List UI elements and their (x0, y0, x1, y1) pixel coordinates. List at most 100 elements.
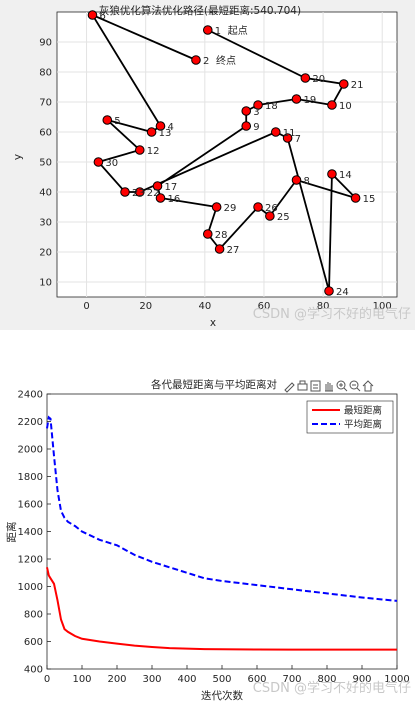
city-point (300, 73, 311, 83)
city-label: 19 (303, 95, 316, 106)
y-tick-label: 1600 (18, 500, 43, 511)
watermark: CSDN @学习不好的电气仔 (252, 307, 411, 322)
y-tick-label: 400 (24, 665, 43, 676)
x-tick-label: 700 (282, 674, 301, 685)
x-tick-label: 0 (44, 674, 50, 685)
zoom-out-icon[interactable] (349, 380, 361, 392)
city-point (327, 169, 337, 179)
city-point (211, 202, 222, 212)
city-point (350, 193, 361, 203)
route-line (90, 13, 357, 292)
datatip-icon[interactable] (310, 380, 321, 392)
city-label: 10 (339, 101, 352, 112)
city-label: 22 (147, 188, 160, 199)
city-label: 18 (265, 101, 278, 112)
city-point (87, 10, 98, 20)
city-label: 23 (132, 188, 145, 199)
city-point (134, 145, 145, 155)
x-tick-label: 800 (317, 674, 336, 685)
x-tick-label: 300 (142, 674, 161, 685)
city-point (120, 187, 130, 197)
city-point (324, 286, 334, 296)
city-label: 28 (215, 230, 228, 241)
axes-toolbar (284, 380, 374, 393)
watermark: CSDN @学习不好的电气仔 (252, 681, 411, 696)
x-tick-label: 1000 (384, 674, 409, 685)
y-tick-label: 90 (39, 38, 52, 49)
city-label: 6 (99, 11, 105, 22)
zoom-in-icon[interactable] (336, 380, 348, 392)
city-label: 14 (339, 170, 352, 181)
route-figure: 0 20 40 60 80 100 10 20 30 40 50 60 70 80 90 灰狼优化算法优化路径… (0, 0, 415, 330)
pen-icon[interactable] (284, 382, 295, 393)
city-point (155, 193, 166, 203)
city-point (214, 244, 225, 254)
y-tick-label: 1800 (18, 472, 43, 483)
x-tick-label: 600 (247, 674, 266, 685)
city-point (102, 115, 113, 125)
city-label: 1 (215, 26, 221, 37)
city-label: 20 (312, 74, 325, 85)
city-point (155, 121, 166, 131)
route-chart: 0 20 40 60 80 100 10 20 30 40 50 60 70 80 90 灰狼优化算法优化路径… (12, 4, 398, 329)
city-label: 13 (159, 128, 172, 139)
x-axis-label: x (210, 317, 216, 329)
legend-label: 最短距离 (344, 405, 382, 417)
convergence-figure: 0 100 200 300 400 500 600 700 800 900 1000 400 600 80… (0, 372, 415, 705)
plot-area (46, 393, 398, 670)
city-point (253, 202, 263, 212)
city-note: 终点 (216, 54, 236, 67)
convergence-chart: 0 100 200 300 400 500 600 700 800 900 1000 400 600 80… (5, 378, 410, 702)
pan-icon[interactable] (325, 382, 333, 392)
city-label: 11 (283, 128, 296, 139)
city-label: 27 (227, 245, 240, 256)
x-tick-label: 100 (373, 301, 392, 312)
x-tick-label: 80 (317, 301, 330, 312)
city-point (202, 25, 213, 35)
city-label: 21 (351, 80, 364, 91)
x-axis-label: 迭代次数 (201, 689, 243, 702)
y-tick-label: 2000 (18, 445, 43, 456)
city-note: 起点 (228, 25, 248, 37)
city-label: 24 (336, 287, 349, 298)
city-label: 26 (265, 203, 278, 214)
print-icon[interactable] (297, 380, 308, 391)
series-line-2 (46, 415, 398, 602)
city-point (93, 157, 104, 167)
city-point (338, 79, 349, 89)
city-point (291, 94, 302, 104)
city-point (152, 181, 163, 191)
city-label: 9 (253, 122, 259, 133)
series-line-1 (46, 567, 397, 651)
y-axis-label: y (12, 154, 24, 160)
y-tick-label: 1200 (18, 555, 43, 566)
x-tick-label: 60 (258, 301, 271, 312)
x-tick-label: 500 (212, 674, 231, 685)
y-tick-label: 20 (39, 248, 52, 259)
y-tick-label: 30 (39, 218, 52, 229)
x-tick-label: 200 (107, 674, 126, 685)
city-label: 25 (277, 212, 290, 223)
city-label: 15 (363, 194, 376, 205)
x-tick-label: 900 (352, 674, 371, 685)
y-tick-label: 80 (39, 68, 52, 79)
y-tick-label: 1400 (18, 527, 43, 538)
city-label: 2 (203, 56, 209, 67)
x-tick-label: 400 (177, 674, 196, 685)
city-point (146, 127, 157, 137)
x-tick-label: 100 (72, 674, 91, 685)
city-label: 17 (165, 182, 178, 193)
y-tick-label: 2200 (18, 417, 43, 428)
city-label: 29 (224, 203, 237, 214)
y-tick-label: 70 (39, 98, 52, 109)
chart-title: 各代最短距离与平均距离对 (151, 378, 277, 391)
home-icon[interactable] (362, 380, 374, 392)
y-axis-label: 距离 (5, 522, 18, 543)
city-label: 4 (167, 122, 173, 133)
city-label: 16 (167, 194, 180, 205)
city-point (291, 175, 302, 185)
city-point (282, 133, 293, 143)
legend-box (306, 400, 394, 434)
x-tick-label: 20 (139, 301, 152, 312)
